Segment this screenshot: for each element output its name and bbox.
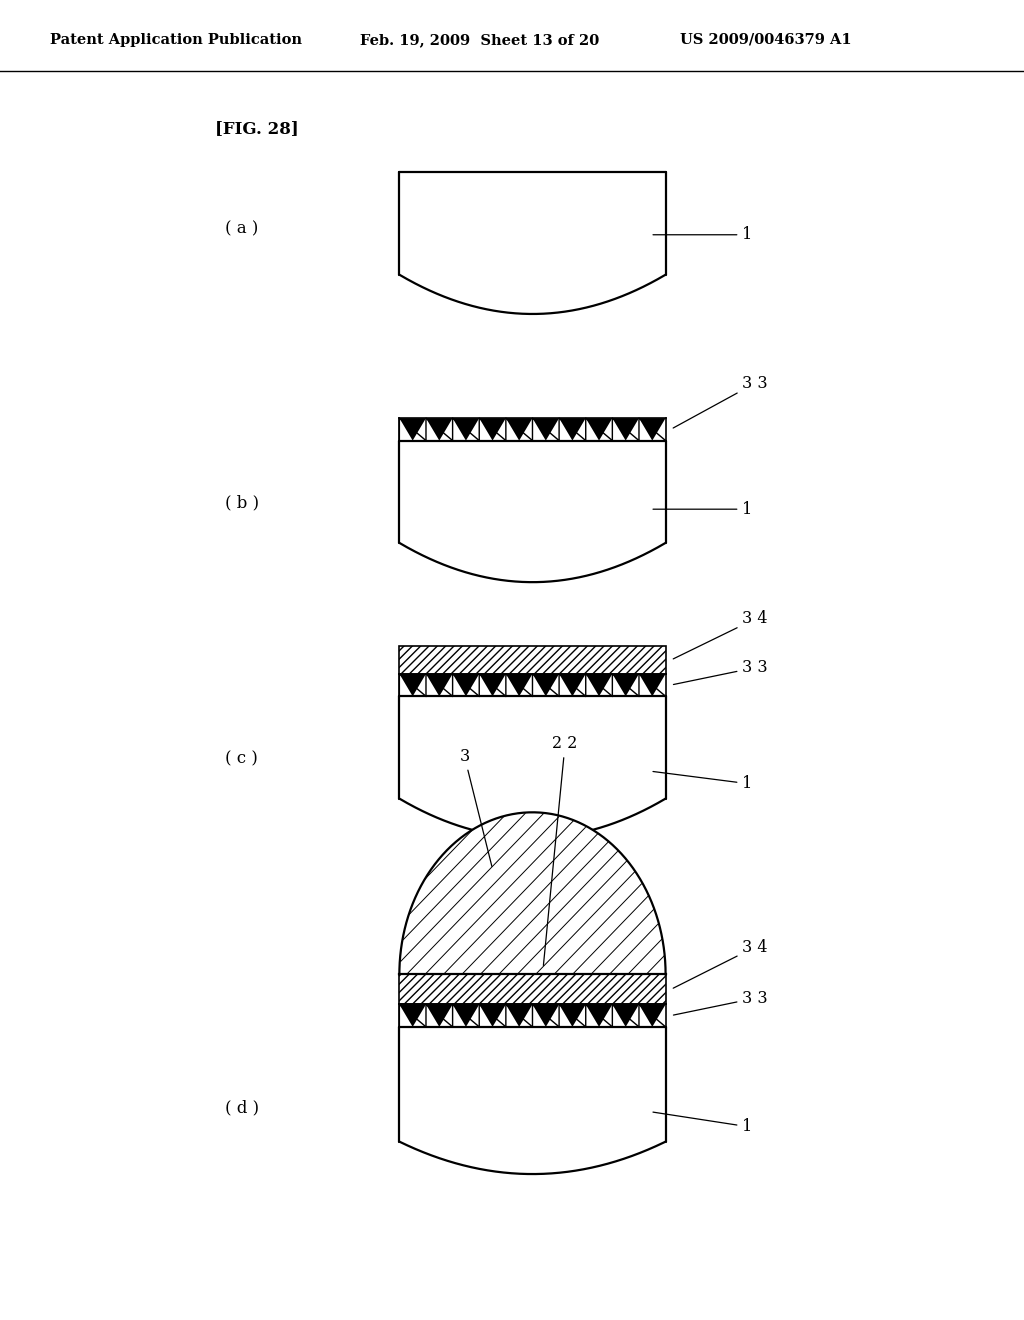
- Text: ( b ): ( b ): [225, 495, 259, 511]
- Text: 3: 3: [459, 747, 492, 866]
- Polygon shape: [612, 673, 639, 697]
- Text: 3 3: 3 3: [673, 375, 768, 428]
- Polygon shape: [532, 418, 559, 441]
- Polygon shape: [479, 1005, 506, 1027]
- Polygon shape: [586, 1005, 612, 1027]
- Polygon shape: [453, 418, 479, 441]
- Bar: [399, 647, 666, 673]
- Polygon shape: [559, 673, 586, 697]
- Polygon shape: [559, 418, 586, 441]
- Text: 3 3: 3 3: [674, 990, 768, 1015]
- Text: ( d ): ( d ): [225, 1100, 259, 1117]
- Bar: [399, 974, 666, 1005]
- Text: 1: 1: [653, 226, 753, 243]
- Polygon shape: [586, 673, 612, 697]
- Polygon shape: [532, 673, 559, 697]
- Polygon shape: [586, 418, 612, 441]
- Polygon shape: [479, 418, 506, 441]
- Text: Patent Application Publication: Patent Application Publication: [50, 33, 302, 48]
- Text: 3 4: 3 4: [673, 610, 768, 659]
- Polygon shape: [612, 418, 639, 441]
- Polygon shape: [506, 1005, 532, 1027]
- Text: 1: 1: [653, 771, 753, 792]
- Text: ( c ): ( c ): [225, 750, 258, 767]
- Polygon shape: [506, 418, 532, 441]
- Polygon shape: [399, 812, 666, 974]
- Text: Feb. 19, 2009  Sheet 13 of 20: Feb. 19, 2009 Sheet 13 of 20: [360, 33, 599, 48]
- Text: 3 3: 3 3: [674, 659, 768, 685]
- Polygon shape: [426, 1005, 453, 1027]
- Polygon shape: [559, 1005, 586, 1027]
- Polygon shape: [453, 673, 479, 697]
- Polygon shape: [532, 1005, 559, 1027]
- Polygon shape: [479, 673, 506, 697]
- Polygon shape: [639, 1005, 666, 1027]
- Text: US 2009/0046379 A1: US 2009/0046379 A1: [680, 33, 852, 48]
- Polygon shape: [426, 418, 453, 441]
- Polygon shape: [612, 1005, 639, 1027]
- Polygon shape: [639, 418, 666, 441]
- Text: 1: 1: [653, 1113, 753, 1135]
- Text: [FIG. 28]: [FIG. 28]: [215, 120, 299, 137]
- Polygon shape: [399, 1005, 426, 1027]
- Text: 2 2: 2 2: [544, 735, 578, 965]
- Polygon shape: [426, 673, 453, 697]
- Polygon shape: [399, 673, 426, 697]
- Polygon shape: [453, 1005, 479, 1027]
- Text: 1: 1: [653, 500, 753, 517]
- Text: ( a ): ( a ): [225, 220, 259, 238]
- Text: 3 4: 3 4: [673, 939, 768, 989]
- Polygon shape: [639, 673, 666, 697]
- Polygon shape: [399, 418, 426, 441]
- Polygon shape: [506, 673, 532, 697]
